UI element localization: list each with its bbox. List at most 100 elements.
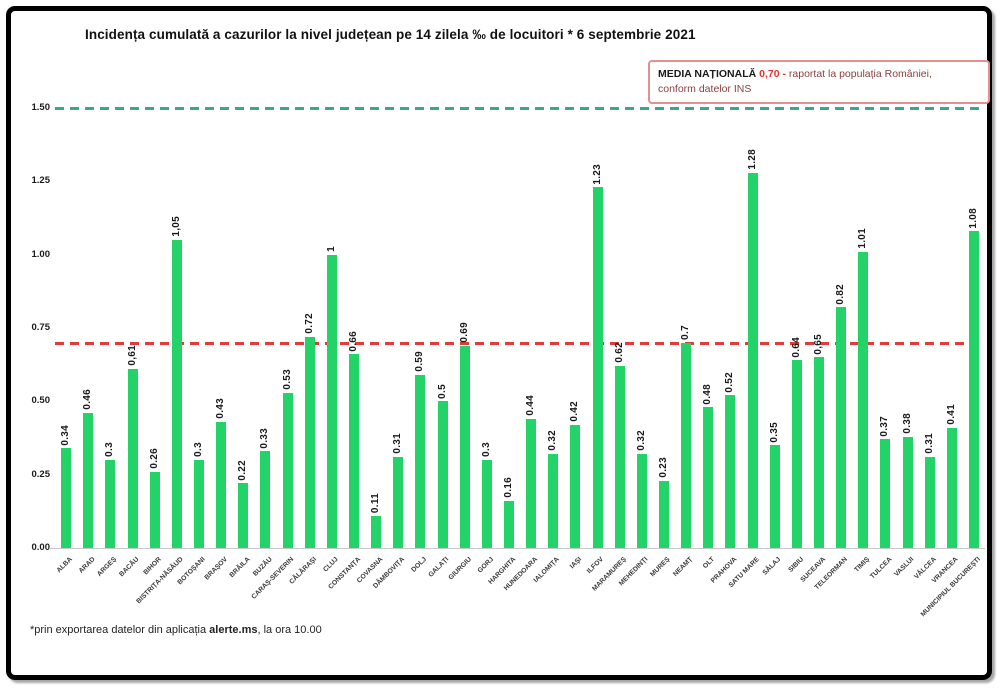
bar-value-label: 0,65 [812, 333, 824, 355]
bar-value-label: 1.01 [857, 228, 869, 249]
x-axis-category-label: ARGEȘ [96, 556, 119, 579]
x-axis-category-label: ARAD [77, 556, 97, 575]
y-axis-tick-label: 1.00 [31, 248, 51, 260]
bar-cara-severin [282, 392, 293, 548]
bar-value-label: 0.59 [414, 351, 426, 372]
media-nationala-line [55, 341, 985, 345]
x-axis-category-label: BRĂILA [228, 556, 252, 580]
bar-bistri-a-n-s-ud [171, 240, 182, 548]
bar-value-label: 0.46 [82, 389, 94, 411]
bar-c-l-ra-i [304, 336, 315, 548]
bar-br-ila [238, 483, 249, 548]
bar-value-label: 0.3 [104, 442, 116, 457]
x-axis-category-label: BRAȘOV [203, 556, 230, 582]
bar-value-label: 0.3 [480, 442, 492, 457]
bar-bihor [149, 471, 160, 548]
x-axis-category-label: NEAMȚ [671, 556, 695, 579]
bar-vaslui [902, 436, 913, 548]
bar-value-label: 0.52 [724, 371, 736, 393]
bar-cluj [326, 254, 337, 548]
bar-value-label: 0.32 [547, 430, 559, 452]
bar-arge- [105, 460, 116, 548]
x-axis-category-label: CARAȘ-SEVERIN [250, 556, 296, 601]
x-axis-category-label: TULCEA [868, 556, 894, 581]
bar-s-laj [769, 445, 780, 548]
bar-covasna [371, 515, 382, 548]
bar-ia-i [570, 424, 581, 548]
bar-alba [61, 448, 72, 548]
footnote-suffix: , la ora 10.00 [257, 624, 322, 636]
bar-v-lcea [924, 457, 935, 548]
bar-value-label: 0.37 [879, 415, 891, 437]
national-average-legend: MEDIA NAȚIONALĂ 0,70 - raportat la popul… [648, 60, 990, 105]
x-axis-category-label: GORJ [476, 556, 495, 575]
bar-neam- [681, 342, 692, 548]
bar-value-label: 0.31 [923, 433, 935, 455]
bar-olt [703, 407, 714, 548]
y-axis-tick-label: 0.50 [31, 395, 51, 407]
y-axis-tick-label: 1.50 [31, 102, 51, 113]
bar-value-label: 1.08 [967, 207, 979, 229]
bar-bac-u [127, 369, 138, 548]
legend-label: MEDIA NAȚIONALĂ [658, 68, 757, 80]
bar-value-label: 0.62 [613, 342, 625, 364]
y-axis-tick-label: 0.25 [31, 468, 51, 480]
bar-value-label: 0.35 [768, 421, 780, 443]
bar-buz-u [260, 451, 271, 548]
x-axis-category-label: ALBA [55, 556, 75, 575]
upper-threshold-line [55, 107, 985, 110]
bar-value-label: 0.48 [702, 383, 714, 405]
bar-harghita [503, 501, 514, 548]
y-axis-tick-label: 0.00 [31, 542, 51, 553]
bar-bra-ov [216, 421, 227, 548]
bar-value-label: 0.11 [370, 492, 382, 513]
bar-value-label: 1,05 [170, 216, 182, 237]
legend-value: 0,70 [759, 68, 780, 80]
bar-value-label: 0.53 [281, 368, 293, 390]
bar-value-label: 1.23 [591, 163, 603, 185]
legend-dash: - [782, 68, 786, 80]
bar-ialomi-a [548, 454, 559, 548]
bar-hunedoara [526, 418, 537, 548]
bar-value-label: 0.3 [192, 442, 204, 457]
bar-value-label: 1 [325, 245, 337, 252]
bar-prahova [725, 395, 736, 548]
bar-value-label: 0.82 [835, 283, 847, 305]
bar-value-label: 0.38 [901, 412, 913, 434]
x-axis-category-label: DOLJ [410, 556, 429, 574]
bar-value-label: 0.64 [790, 336, 802, 358]
bar-ilfov [592, 187, 603, 548]
bar-d-mbovi-a [393, 457, 404, 548]
x-axis-category-label: ILFOV [586, 556, 606, 576]
bar-value-label: 0.5 [436, 383, 448, 399]
bar-boto-ani [193, 460, 204, 548]
x-axis-category-label: SIBIU [786, 556, 805, 574]
bar-value-label: 0.43 [215, 398, 227, 419]
bar-value-label: 0.44 [525, 395, 537, 416]
bar-value-label: 0.41 [945, 404, 957, 425]
bar-gala-i [437, 401, 448, 548]
bar-teleorman [836, 307, 847, 548]
bar-municipiul-bucure-ti [968, 231, 979, 548]
y-axis-tick-label: 1.25 [31, 175, 51, 187]
bar-dolj [415, 374, 426, 548]
bar-value-label: 1.28 [746, 148, 758, 170]
bar-value-label: 0.22 [237, 459, 249, 481]
bar-suceava [813, 357, 824, 548]
x-axis-category-label: TIMIȘ [853, 556, 872, 574]
bar-mehedin-i [636, 454, 647, 548]
bar-value-label: 0.31 [392, 433, 404, 455]
bar-arad [83, 413, 94, 548]
bar-sibiu [791, 360, 802, 548]
x-axis-category-label: IAȘI [569, 556, 584, 571]
bar-timi- [858, 251, 869, 548]
bar-value-label: 0.69 [458, 321, 470, 343]
x-axis-category-label: MUREȘ [649, 556, 672, 579]
bar-constan-a [348, 354, 359, 548]
bar-value-label: 0.7 [680, 324, 692, 340]
bar-mure- [658, 480, 669, 548]
bar-satu-mare [747, 172, 758, 548]
bar-tulcea [880, 439, 891, 548]
x-axis-category-label: OLT [701, 556, 717, 571]
